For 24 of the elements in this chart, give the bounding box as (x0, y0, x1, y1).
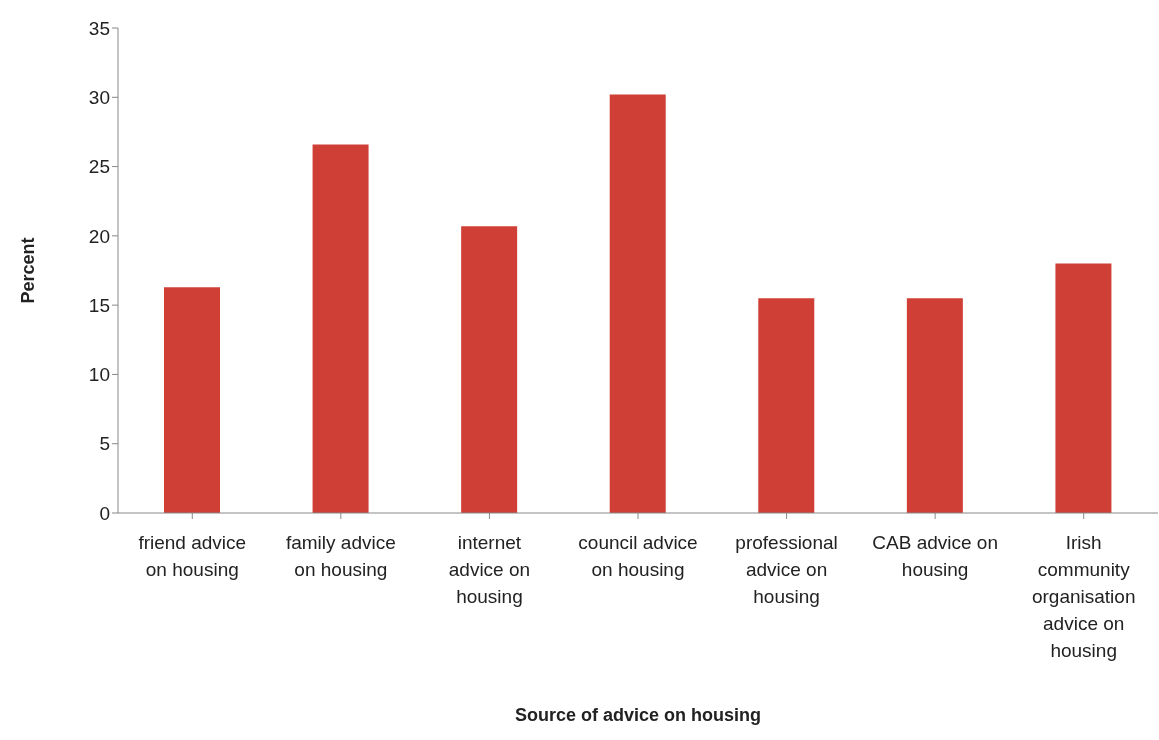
x-tick-label: family advice on housing (285, 532, 396, 580)
y-tick-label: 30 (88, 87, 110, 109)
bar (906, 298, 963, 513)
y-tick-label: 0 (99, 502, 110, 524)
y-tick-label: 25 (88, 156, 110, 178)
x-tick-label: council advice on housing (578, 532, 698, 580)
y-tick-label: 5 (99, 433, 110, 455)
y-tick-label: 20 (88, 225, 110, 247)
y-axis-title: Percent (18, 237, 39, 304)
y-tick-label: 35 (88, 17, 110, 39)
x-axis-title: Source of advice on housing (514, 705, 762, 725)
x-tick-label: professional advice on housing (735, 532, 838, 607)
x-tick-label: CAB advice on housing (872, 532, 998, 580)
bar (164, 287, 220, 513)
y-tick-label: 10 (88, 364, 110, 386)
bar (461, 226, 518, 513)
y-tick-label: 15 (88, 294, 110, 316)
x-tick-label: internet advice on housing (448, 532, 531, 607)
x-tick-label: Irish community organisation advice on housing (1031, 532, 1136, 661)
bar (312, 144, 369, 513)
bar (609, 94, 666, 513)
bar (758, 298, 815, 513)
bar (1055, 263, 1112, 513)
x-tick-label: friend advice on housing (138, 532, 247, 580)
